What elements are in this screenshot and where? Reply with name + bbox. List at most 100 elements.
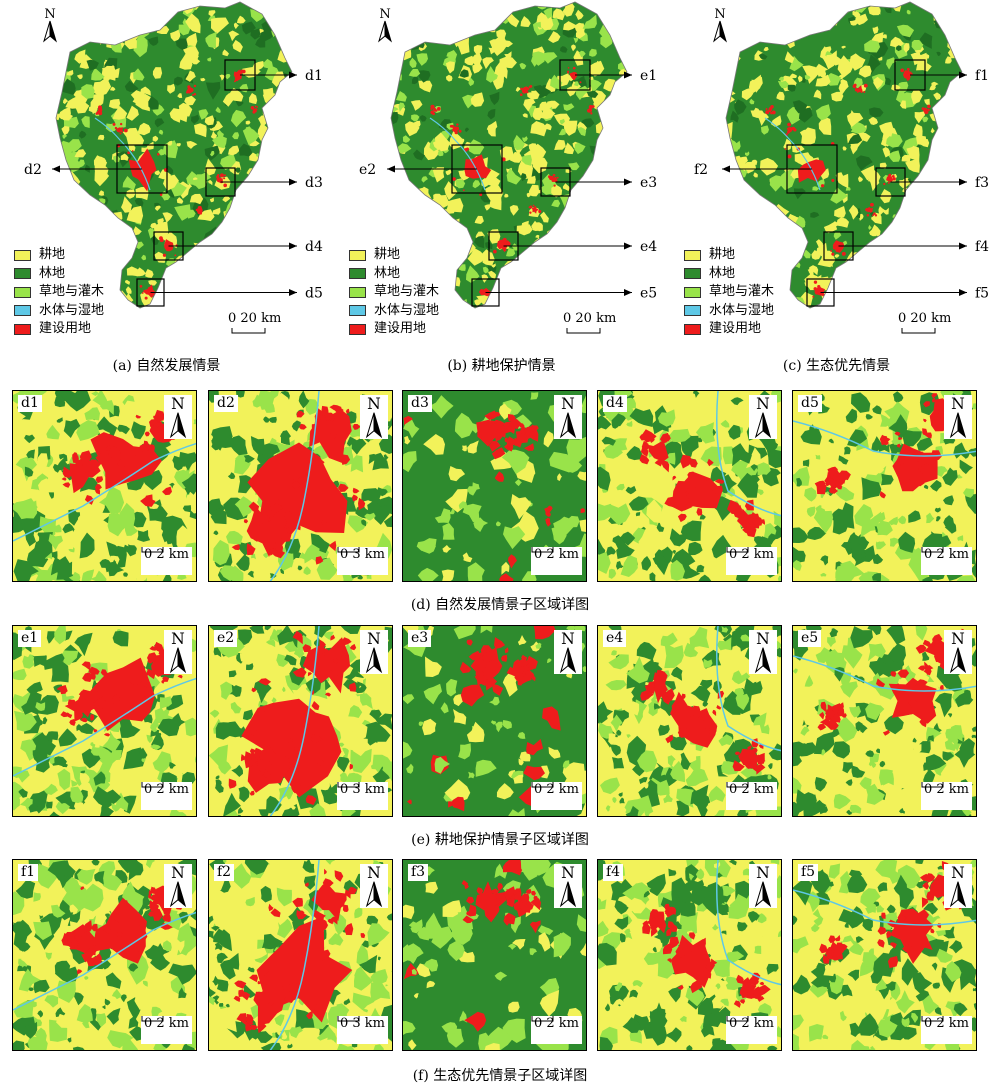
north-arrow-box: N: [360, 864, 388, 908]
legend-swatch: [684, 323, 701, 335]
inset-box-e5: e5: [471, 278, 657, 307]
scale-bar: 0 20 km: [228, 311, 282, 326]
inset-box-f4: f4: [823, 231, 989, 261]
detail-tile-f2: f2 N 0 3 km: [208, 859, 393, 1051]
scale-bar: 0 20 km: [563, 311, 617, 326]
tile-label: e5: [798, 630, 822, 647]
north-arrow-box: N: [554, 395, 582, 439]
tile-label: d1: [18, 395, 42, 412]
legend-swatch: [14, 286, 31, 298]
legend: 耕地林地草地与灌木 水体与湿地建设用地: [349, 246, 439, 339]
tile-scale-label: 0 2 km: [533, 782, 579, 797]
tile-label: e2: [214, 630, 238, 647]
north-label: N: [951, 630, 965, 648]
detail-tile-f5: f5 N 0 2 km: [792, 859, 977, 1051]
north-arrow-icon: N: [949, 395, 967, 439]
tile-scale-label: 0 2 km: [533, 547, 579, 562]
tile-label: f3: [408, 864, 429, 881]
tile-scale-bar: 0 2 km: [140, 782, 192, 810]
north-arrow-box: N: [360, 395, 388, 439]
north-arrow-icon: N: [365, 864, 383, 908]
detail-tile-d5: d5 N 0 2 km: [792, 390, 977, 582]
north-label: N: [171, 395, 185, 413]
tile-label: d2: [214, 395, 238, 412]
north-arrow-box: N: [944, 864, 972, 908]
inset-label: d2: [24, 162, 42, 178]
north-arrow-box: N: [749, 864, 777, 908]
north-label: N: [44, 7, 55, 22]
detail-row-caption: (f) 生态优先情景子区域详图: [412, 1068, 588, 1084]
inset-box-f5: f5: [806, 278, 989, 307]
legend-label: 耕地: [374, 247, 401, 262]
tile-scale-bar: 0 2 km: [530, 782, 582, 810]
north-arrow-icon: N: [559, 630, 577, 674]
tile-scale-bar: 0 2 km: [140, 1016, 192, 1044]
inset-box-f1: f1: [894, 59, 989, 91]
inset-label: f2: [694, 162, 708, 178]
north-arrow-icon: N: [365, 395, 383, 439]
north-label: N: [561, 630, 575, 648]
tile-scale-label: 0 2 km: [923, 547, 969, 562]
north-arrow-icon: N: [754, 395, 772, 439]
inset-label: d3: [305, 175, 323, 191]
legend-swatch: [684, 268, 701, 280]
north-arrow-box: N: [554, 630, 582, 674]
north-arrow-icon: N: [43, 7, 57, 43]
tile-label: d4: [603, 395, 627, 412]
inset-box-e1: e1: [559, 59, 657, 91]
tile-scale-label: 0 2 km: [728, 782, 774, 797]
detail-tile-d2: d2 N 0 3 km: [208, 390, 393, 582]
north-arrow-icon: N: [169, 630, 187, 674]
north-label: N: [171, 864, 185, 882]
tile-scale-bar: 0 2 km: [920, 782, 972, 810]
legend-label: 建设用地: [709, 321, 762, 336]
legend-item: 耕地: [684, 246, 774, 265]
legend-swatch: [14, 323, 31, 335]
north-arrow-icon: N: [949, 630, 967, 674]
overview-caption: (c) 生态优先情景: [782, 358, 891, 374]
tile-label: f5: [798, 864, 819, 881]
inset-box-e3: e3: [540, 167, 657, 197]
legend-label: 水体与湿地: [39, 302, 105, 318]
legend-swatch: [349, 249, 366, 261]
north-arrow-icon: N: [559, 395, 577, 439]
tile-scale-label: 0 2 km: [923, 782, 969, 797]
tile-scale-bar: 0 2 km: [530, 1016, 582, 1044]
inset-label: f4: [975, 239, 989, 255]
tile-scale-bar: 0 2 km: [725, 1016, 777, 1044]
inset-label: e2: [359, 162, 376, 178]
legend-label: 林地: [374, 265, 401, 281]
detail-tile-f4: f4 N 0 2 km: [597, 859, 782, 1051]
detail-tile-d1: d1 N 0 2 km: [12, 390, 197, 582]
legend-swatch: [14, 305, 31, 317]
legend-item: 草地与灌木: [349, 283, 439, 302]
legend-label: 建设用地: [374, 321, 427, 336]
legend-swatch: [14, 268, 31, 280]
tile-scale-bar: 0 3 km: [336, 782, 388, 810]
detail-tile-e1: e1 N 0 2 km: [12, 625, 197, 817]
legend-item: 水体与湿地: [349, 302, 439, 321]
north-arrow-icon: N: [949, 864, 967, 908]
overview-caption: (a) 自然发展情景: [112, 358, 221, 374]
legend-label: 水体与湿地: [374, 302, 440, 318]
legend-item: 水体与湿地: [684, 302, 774, 321]
tile-scale-bar: 0 2 km: [530, 547, 582, 575]
tile-scale-label: 0 2 km: [923, 1016, 969, 1031]
detail-row-caption: (d) 自然发展情景子区域详图: [410, 597, 590, 613]
legend-item: 耕地: [349, 246, 439, 265]
inset-label: f3: [975, 175, 989, 191]
north-arrow-box: N: [164, 395, 192, 439]
north-arrow-icon: N: [365, 630, 383, 674]
legend-swatch: [684, 286, 701, 298]
tile-scale-label: 0 3 km: [339, 547, 385, 562]
legend-label: 水体与湿地: [709, 302, 775, 318]
inset-label: d5: [305, 286, 323, 302]
north-arrow-box: N: [944, 630, 972, 674]
north-label: N: [171, 630, 185, 648]
inset-label: d1: [305, 68, 323, 84]
detail-tile-e5: e5 N 0 2 km: [792, 625, 977, 817]
tile-scale-bar: 0 3 km: [336, 1016, 388, 1044]
